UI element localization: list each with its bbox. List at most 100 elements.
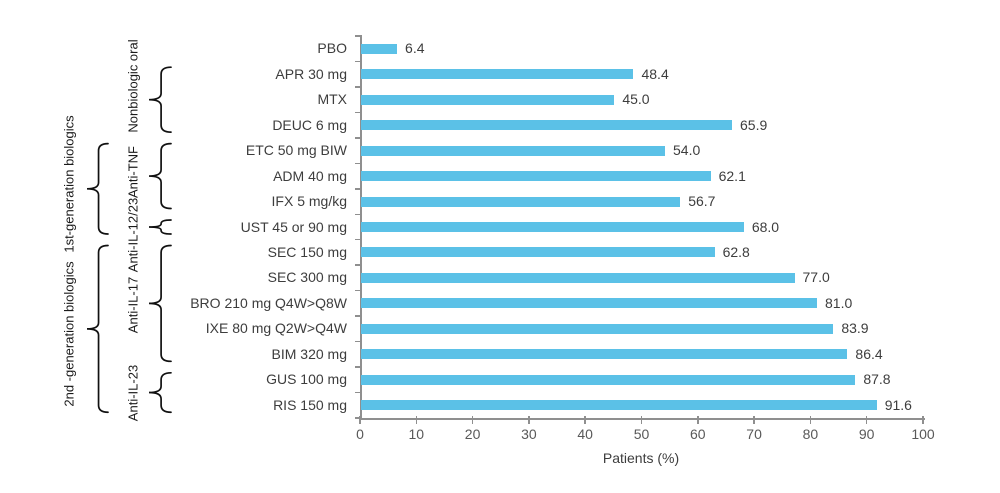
bar (361, 43, 398, 54)
bar (361, 247, 715, 258)
value-label: 77.0 (802, 269, 830, 286)
group-brace (86, 244, 109, 414)
x-axis-title: Patients (%) (602, 450, 680, 466)
x-axis-tick (753, 416, 755, 424)
category-label: SEC 150 mg (267, 243, 347, 260)
category-label: ETC 50 mg BIW (245, 142, 347, 159)
x-axis-tick (922, 416, 924, 424)
category-label: ADM 40 mg (273, 167, 347, 184)
y-axis-tick (355, 340, 362, 343)
y-axis-tick (355, 264, 362, 266)
group-brace (148, 244, 172, 363)
value-label: 62.1 (718, 167, 746, 184)
bar (361, 94, 615, 105)
bar (361, 374, 856, 385)
value-label: 86.4 (855, 345, 883, 362)
value-label: 91.6 (884, 396, 912, 413)
category-label: BRO 210 mg Q4W>Q8W (190, 294, 347, 311)
y-axis-tick (355, 238, 362, 241)
x-tick-label: 90 (858, 426, 875, 442)
category-label: PBO (317, 40, 347, 57)
group-brace (148, 219, 172, 235)
x-tick-label: 0 (356, 426, 364, 442)
group-brace (148, 66, 172, 133)
bar (361, 171, 711, 182)
x-tick-label: 60 (690, 426, 706, 442)
bar (361, 349, 848, 360)
category-label: IFX 5 mg/kg (271, 193, 347, 210)
x-tick-label: 70 (746, 426, 762, 442)
x-tick-label: 30 (521, 426, 537, 442)
category-label: SEC 300 mg (267, 269, 347, 286)
category-label: RIS 150 mg (273, 396, 347, 413)
y-axis-tick (355, 417, 362, 419)
x-tick-label: 100 (911, 426, 935, 442)
value-label: 83.9 (841, 320, 869, 337)
y-axis-line (360, 36, 362, 418)
category-label: UST 45 or 90 mg (240, 218, 347, 235)
group-brace (148, 371, 172, 414)
value-label: 68.0 (751, 218, 780, 235)
x-axis-tick (640, 416, 643, 424)
y-axis-tick (355, 188, 362, 190)
group-label: Anti-TNF (125, 146, 141, 199)
group-label: Anti-IL-17 (125, 277, 141, 334)
value-label: 62.8 (722, 243, 750, 260)
bar (361, 323, 834, 334)
value-label: 65.9 (740, 116, 768, 133)
bar (361, 222, 744, 232)
value-label: 81.0 (825, 294, 853, 311)
y-axis-tick (355, 162, 362, 165)
category-label: APR 30 mg (275, 65, 347, 82)
x-axis-tick (415, 416, 418, 424)
x-axis-tick (584, 416, 586, 424)
x-axis-tick (359, 416, 361, 424)
x-tick-label: 50 (633, 426, 650, 442)
y-axis-tick (355, 137, 362, 139)
y-axis-tick (355, 289, 362, 292)
category-label: IXE 80 mg Q2W>Q4W (205, 320, 347, 337)
bar (361, 69, 634, 80)
category-label: MTX (317, 91, 347, 108)
bar (361, 120, 733, 131)
category-label: GUS 100 mg (266, 371, 347, 388)
x-axis-tick (697, 416, 699, 424)
x-axis-line (360, 418, 925, 420)
y-axis-tick (355, 391, 362, 394)
y-axis-tick (355, 60, 362, 63)
x-axis-tick (809, 416, 812, 424)
group-label: Anti-IL-12/23 (125, 197, 141, 273)
group-brace (148, 142, 172, 210)
category-label: BIM 320 mg (271, 345, 347, 362)
value-label: 45.0 (622, 91, 650, 108)
value-label: 87.8 (863, 371, 891, 388)
y-axis-tick (355, 213, 362, 216)
value-label: 6.4 (405, 40, 425, 57)
x-tick-label: 20 (464, 426, 481, 442)
group-label: Nonbiologic oral (125, 39, 141, 133)
group-label: 2nd -generation biologics (61, 261, 77, 407)
value-label: 54.0 (673, 142, 701, 159)
value-label: 56.7 (688, 193, 716, 210)
group-label: 1st-generation biologics (61, 115, 77, 253)
bar (361, 145, 666, 156)
y-axis-tick (355, 315, 362, 317)
bar (361, 298, 818, 309)
bar (361, 272, 795, 283)
y-axis-tick (355, 111, 362, 114)
bar (361, 196, 681, 207)
group-label: Anti-IL-23 (125, 364, 141, 421)
category-label: DEUC 6 mg (272, 116, 347, 133)
bar (361, 400, 877, 411)
x-axis-tick (471, 416, 474, 424)
value-label: 48.4 (641, 65, 669, 82)
y-axis-tick (355, 366, 362, 368)
y-axis-tick (355, 86, 362, 88)
y-axis-tick (355, 35, 362, 37)
x-tick-label: 10 (408, 426, 425, 442)
group-brace (86, 142, 109, 235)
x-axis-tick (865, 416, 868, 424)
x-tick-label: 40 (577, 426, 593, 442)
